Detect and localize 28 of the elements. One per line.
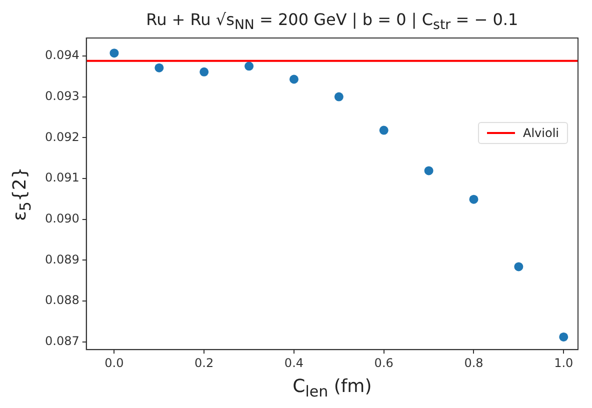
x-tick-label: 0.4 xyxy=(284,356,304,370)
point xyxy=(200,67,209,76)
y-tick-label: 0.093 xyxy=(44,88,80,103)
x-tick-label: 0.0 xyxy=(104,356,124,370)
legend-label: Alvioli xyxy=(523,126,559,140)
point xyxy=(110,48,119,58)
x-tick-label: 0.8 xyxy=(464,356,484,370)
point xyxy=(379,126,388,135)
y-tick-label: 0.090 xyxy=(44,211,80,226)
x-tick-label: 1.0 xyxy=(554,356,574,370)
point xyxy=(154,63,164,72)
x-tick-label: 0.2 xyxy=(194,356,214,370)
x-axis-title: C$_{len}$ (fm) xyxy=(292,376,372,400)
chart-title: Ru + Ru √s$_{NN}$ = 200 GeV | b = 0 | C$_{str}$ = − 0.1 xyxy=(146,10,518,34)
point xyxy=(559,332,568,342)
point xyxy=(334,92,344,102)
point xyxy=(514,262,524,272)
y-tick-label: 0.091 xyxy=(44,170,80,185)
x-tick-label: 0.6 xyxy=(374,356,394,370)
y-tick-label: 0.087 xyxy=(44,334,80,348)
point xyxy=(289,74,298,84)
point xyxy=(244,62,254,71)
y-tick-label: 0.092 xyxy=(44,130,80,144)
y-tick-label: 0.088 xyxy=(44,293,80,308)
y-tick-label: 0.089 xyxy=(44,252,80,266)
point xyxy=(469,194,478,204)
point xyxy=(424,166,434,176)
y-tick-label: 0.094 xyxy=(44,48,80,62)
